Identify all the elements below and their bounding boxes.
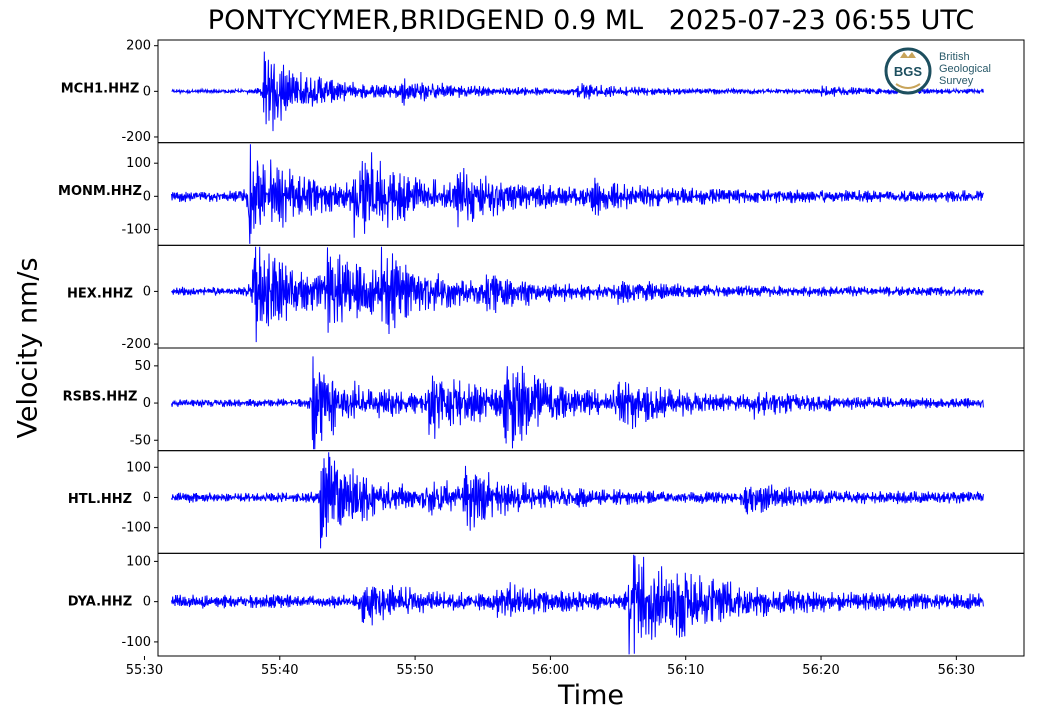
waveform-dya-hhz xyxy=(171,554,984,655)
station-label: RSBS.HHZ xyxy=(63,389,138,404)
station-label: DYA.HHZ xyxy=(68,595,132,610)
logo-line-3: Survey xyxy=(939,75,974,87)
x-tick-label: 56:20 xyxy=(802,663,839,678)
panel-frame xyxy=(157,552,1025,657)
x-tick-label: 56:00 xyxy=(532,663,569,678)
station-label: HTL.HHZ xyxy=(68,492,132,507)
y-tick-label: 0 xyxy=(143,396,151,411)
logo-line-2: Geological xyxy=(939,63,991,75)
y-tick-label: 100 xyxy=(126,460,151,475)
chart-title: PONTYCYMER,BRIDGEND 0.9 ML 2025-07-23 06… xyxy=(207,5,975,36)
y-tick-label: 0 xyxy=(143,84,151,99)
y-tick-label: 200 xyxy=(126,39,151,54)
station-label: MONM.HHZ xyxy=(58,184,142,199)
waveform-mch1-hhz xyxy=(171,51,984,132)
y-tick-label: 0 xyxy=(143,595,151,610)
y-tick-label: 0 xyxy=(143,284,151,299)
logo-mark: BGS xyxy=(894,64,923,79)
logo-line-1: British xyxy=(939,51,970,63)
y-tick-label: 100 xyxy=(126,156,151,171)
logo-text: British Geological Survey xyxy=(939,51,991,87)
waveform-rsbs-hhz xyxy=(171,356,984,450)
bgs-logo: BGS British Geological Survey xyxy=(884,46,1004,96)
x-tick-label: 55:30 xyxy=(126,663,163,678)
y-tick-label: -200 xyxy=(121,130,151,145)
station-label: HEX.HHZ xyxy=(67,287,133,302)
y-tick-label: 50 xyxy=(134,359,151,374)
x-tick-label: 55:40 xyxy=(261,663,298,678)
y-tick-label: 0 xyxy=(143,490,151,505)
waveform-monm-hhz xyxy=(171,144,984,244)
y-tick-label: -100 xyxy=(121,635,151,650)
panel-frame xyxy=(157,450,1025,554)
x-axis-label: Time xyxy=(557,680,625,711)
station-label: MCH1.HHZ xyxy=(61,81,140,96)
x-tick-label: 56:10 xyxy=(667,663,704,678)
y-tick-label: -200 xyxy=(121,337,151,352)
waveform-htl-hhz xyxy=(171,452,984,549)
y-tick-label: -100 xyxy=(121,521,151,536)
y-tick-label: 0 xyxy=(143,189,151,204)
x-tick-label: 56:30 xyxy=(938,663,975,678)
waveform-hex-hhz xyxy=(171,246,984,343)
x-tick-label: 55:50 xyxy=(396,663,433,678)
y-tick-label: -50 xyxy=(130,433,151,448)
y-tick-label: 100 xyxy=(126,554,151,569)
y-tick-label: -100 xyxy=(121,222,151,237)
bgs-crest-icon: BGS xyxy=(884,47,932,95)
